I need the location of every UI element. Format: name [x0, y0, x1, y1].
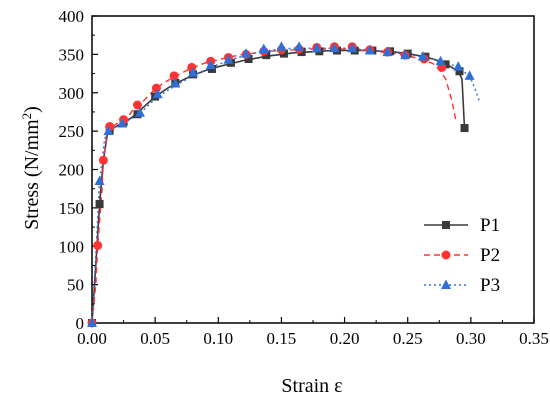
axis-tick-labels: 0.00 0.05 0.10 0.15 0.20 0.25 0.30 0.35 0 50 100 15… [59, 7, 549, 348]
data-point-p3 [417, 51, 428, 61]
x-tick-label: 0.05 [140, 329, 170, 348]
data-point-p1 [244, 54, 253, 63]
data-point-p3 [329, 42, 340, 53]
x-axis-title: Strain ε [281, 375, 342, 397]
data-point-p3 [400, 49, 411, 60]
y-axis-title-tail: ) [21, 106, 43, 113]
data-point-p3 [205, 59, 216, 70]
legend-swatch-marker-p3 [441, 279, 451, 289]
y-axis-title: Stress (N/mm2) [19, 106, 43, 230]
data-point-p1 [455, 67, 464, 76]
data-point-p2 [151, 83, 161, 93]
data-point-p2 [93, 240, 103, 250]
data-point-p3 [241, 48, 252, 58]
data-point-p1 [279, 49, 288, 58]
data-point-p3 [276, 41, 287, 51]
data-point-p3 [464, 70, 475, 80]
data-point-p3 [134, 107, 145, 117]
legend-label-p1: P1 [480, 215, 500, 236]
data-point-p3 [223, 54, 234, 64]
data-point-p1 [262, 51, 271, 60]
x-tick-label: 0.30 [456, 329, 486, 348]
legend-label-p2: P2 [480, 245, 500, 266]
data-point-p3 [94, 175, 105, 186]
legend-swatch-marker-p1 [442, 221, 450, 229]
data-point-p1 [441, 60, 450, 69]
y-tick-label: 100 [59, 237, 85, 256]
y-axis-title-main: Stress (N/mm [21, 119, 43, 230]
x-tick-label: 0.10 [203, 329, 233, 348]
data-point-p3 [258, 43, 269, 54]
y-tick-label: 200 [59, 161, 85, 180]
data-point-p1 [460, 124, 469, 133]
data-point-p3 [364, 45, 375, 55]
x-tick-label: 0.00 [77, 329, 107, 348]
y-tick-label: 350 [59, 45, 85, 64]
data-point-p3 [453, 61, 464, 71]
data-point-p3 [347, 42, 358, 53]
data-point-p3 [87, 317, 97, 327]
y-tick-label: 150 [59, 199, 85, 218]
y-tick-label: 50 [67, 276, 84, 295]
x-tick-label: 0.25 [393, 329, 423, 348]
data-point-p3 [170, 78, 181, 88]
data-point-p1 [95, 200, 104, 209]
data-point-p2 [169, 71, 179, 81]
x-tick-label: 0.35 [519, 329, 549, 348]
data-point-p3 [117, 117, 128, 128]
y-axis-title-superscript: 2 [19, 113, 34, 120]
series-line-p2 [91, 48, 457, 324]
y-tick-label: 250 [59, 122, 85, 141]
data-point-p2 [132, 100, 142, 110]
data-point-p3 [311, 42, 322, 53]
y-tick-label: 400 [59, 7, 85, 26]
y-tick-label: 300 [59, 84, 85, 103]
data-point-p3 [382, 46, 393, 57]
data-point-p3 [188, 67, 199, 77]
y-tick-label: 0 [76, 314, 85, 333]
data-point-p3 [294, 41, 305, 51]
x-tick-label: 0.20 [330, 329, 360, 348]
legend: P1 P2 P3 [424, 215, 500, 296]
data-point-p3 [152, 88, 163, 99]
legend-swatch-marker-p2 [441, 250, 451, 260]
data-point-p2 [98, 155, 108, 165]
data-point-p3 [435, 55, 446, 66]
x-tick-label: 0.15 [267, 329, 297, 348]
data-point-p3 [103, 125, 114, 136]
legend-label-p3: P3 [480, 275, 500, 296]
series-markers [87, 41, 475, 328]
